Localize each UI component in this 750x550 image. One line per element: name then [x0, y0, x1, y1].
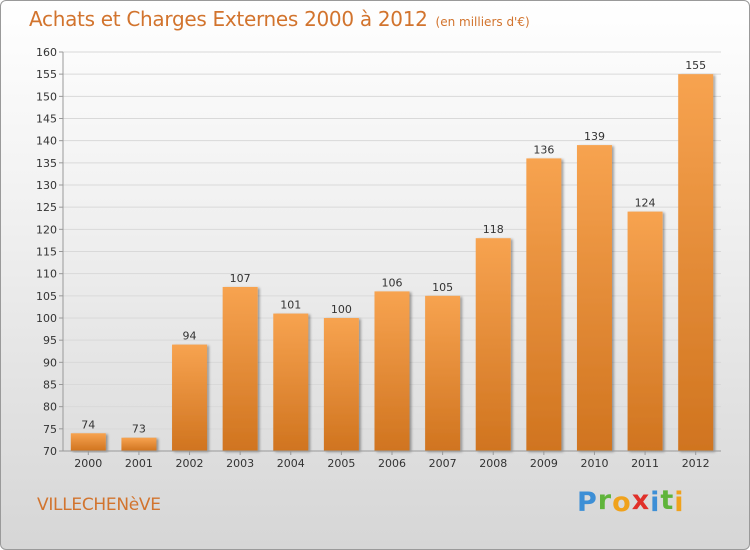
bar-2011: [627, 211, 663, 451]
y-tick-label: 105: [36, 290, 57, 303]
y-tick-label: 110: [36, 268, 57, 281]
data-label-2003: 107: [230, 272, 251, 285]
x-tick-label-2000: 2000: [74, 457, 102, 470]
x-tick-label-2010: 2010: [580, 457, 608, 470]
logo-letter: x: [631, 485, 651, 516]
y-tick-label: 125: [36, 201, 57, 214]
x-tick-label-2001: 2001: [125, 457, 153, 470]
proxiti-logo: Proxiti: [577, 485, 685, 518]
bar-2003: [222, 286, 258, 451]
y-tick-label: 85: [43, 379, 57, 392]
y-tick-label: 130: [36, 179, 57, 192]
bar-2005: [323, 318, 359, 451]
logo-letter: P: [577, 487, 598, 518]
y-tick-label: 145: [36, 113, 57, 126]
data-label-2010: 139: [584, 130, 605, 143]
bar-2001: [121, 437, 157, 451]
data-label-2008: 118: [483, 223, 504, 236]
x-tick-label-2002: 2002: [176, 457, 204, 470]
data-label-2001: 73: [132, 423, 146, 436]
y-tick-label: 135: [36, 157, 57, 170]
y-tick-label: 155: [36, 68, 57, 81]
y-tick-label: 75: [43, 423, 57, 436]
data-label-2007: 105: [432, 281, 453, 294]
logo-letter: t: [660, 485, 675, 516]
data-label-2002: 94: [183, 330, 197, 343]
y-tick-label: 150: [36, 90, 57, 103]
x-tick-label-2003: 2003: [226, 457, 254, 470]
bar-2012: [678, 74, 714, 452]
chart-title-text: Achats et Charges Externes 2000 à 2012: [29, 7, 428, 31]
y-tick-label: 140: [36, 135, 57, 148]
data-label-2004: 101: [280, 299, 301, 312]
bar-2006: [374, 291, 410, 451]
y-tick-label: 90: [43, 356, 57, 369]
bar-2008: [475, 238, 511, 451]
bar-2004: [273, 313, 309, 451]
y-tick-label: 160: [36, 46, 57, 59]
y-tick-label: 95: [43, 334, 57, 347]
data-label-2000: 74: [81, 418, 95, 431]
data-label-2009: 136: [533, 143, 554, 156]
y-tick-label: 100: [36, 312, 57, 325]
y-tick-label: 80: [43, 401, 57, 414]
chart-title: Achats et Charges Externes 2000 à 2012 (e…: [29, 7, 530, 31]
x-tick-label-2011: 2011: [631, 457, 659, 470]
data-label-2006: 106: [382, 276, 403, 289]
bar-2010: [576, 145, 612, 451]
logo-letter: i: [674, 487, 685, 518]
chart-unit: (en milliers d'€): [435, 15, 530, 29]
x-tick-label-2007: 2007: [429, 457, 457, 470]
x-tick-label-2005: 2005: [327, 457, 355, 470]
x-tick-label-2004: 2004: [277, 457, 305, 470]
bar-2007: [425, 295, 461, 451]
logo-letter: i: [650, 487, 661, 518]
x-tick-label-2012: 2012: [682, 457, 710, 470]
y-tick-label: 120: [36, 223, 57, 236]
logo-letter: r: [597, 485, 613, 516]
axes: 70 75 80 85 90 95 100 105 110 115 120 125 130 135 140 1…: [36, 46, 721, 470]
commune-name: VILLECHENèVE: [37, 495, 161, 515]
bar-2002: [172, 344, 208, 451]
data-label-2012: 155: [685, 59, 706, 72]
data-label-2011: 124: [635, 197, 656, 210]
bars: 74 73 94 107 101 100 106 105 118 136 139 124 155: [70, 59, 714, 452]
bar-2009: [526, 158, 562, 451]
y-tick-label: 70: [43, 445, 57, 458]
x-tick-label-2008: 2008: [479, 457, 507, 470]
x-tick-label-2006: 2006: [378, 457, 406, 470]
y-tick-label: 115: [36, 246, 57, 259]
bar-2000: [70, 433, 106, 451]
logo-letter: o: [612, 487, 632, 518]
data-label-2005: 100: [331, 303, 352, 316]
x-tick-label-2009: 2009: [530, 457, 558, 470]
